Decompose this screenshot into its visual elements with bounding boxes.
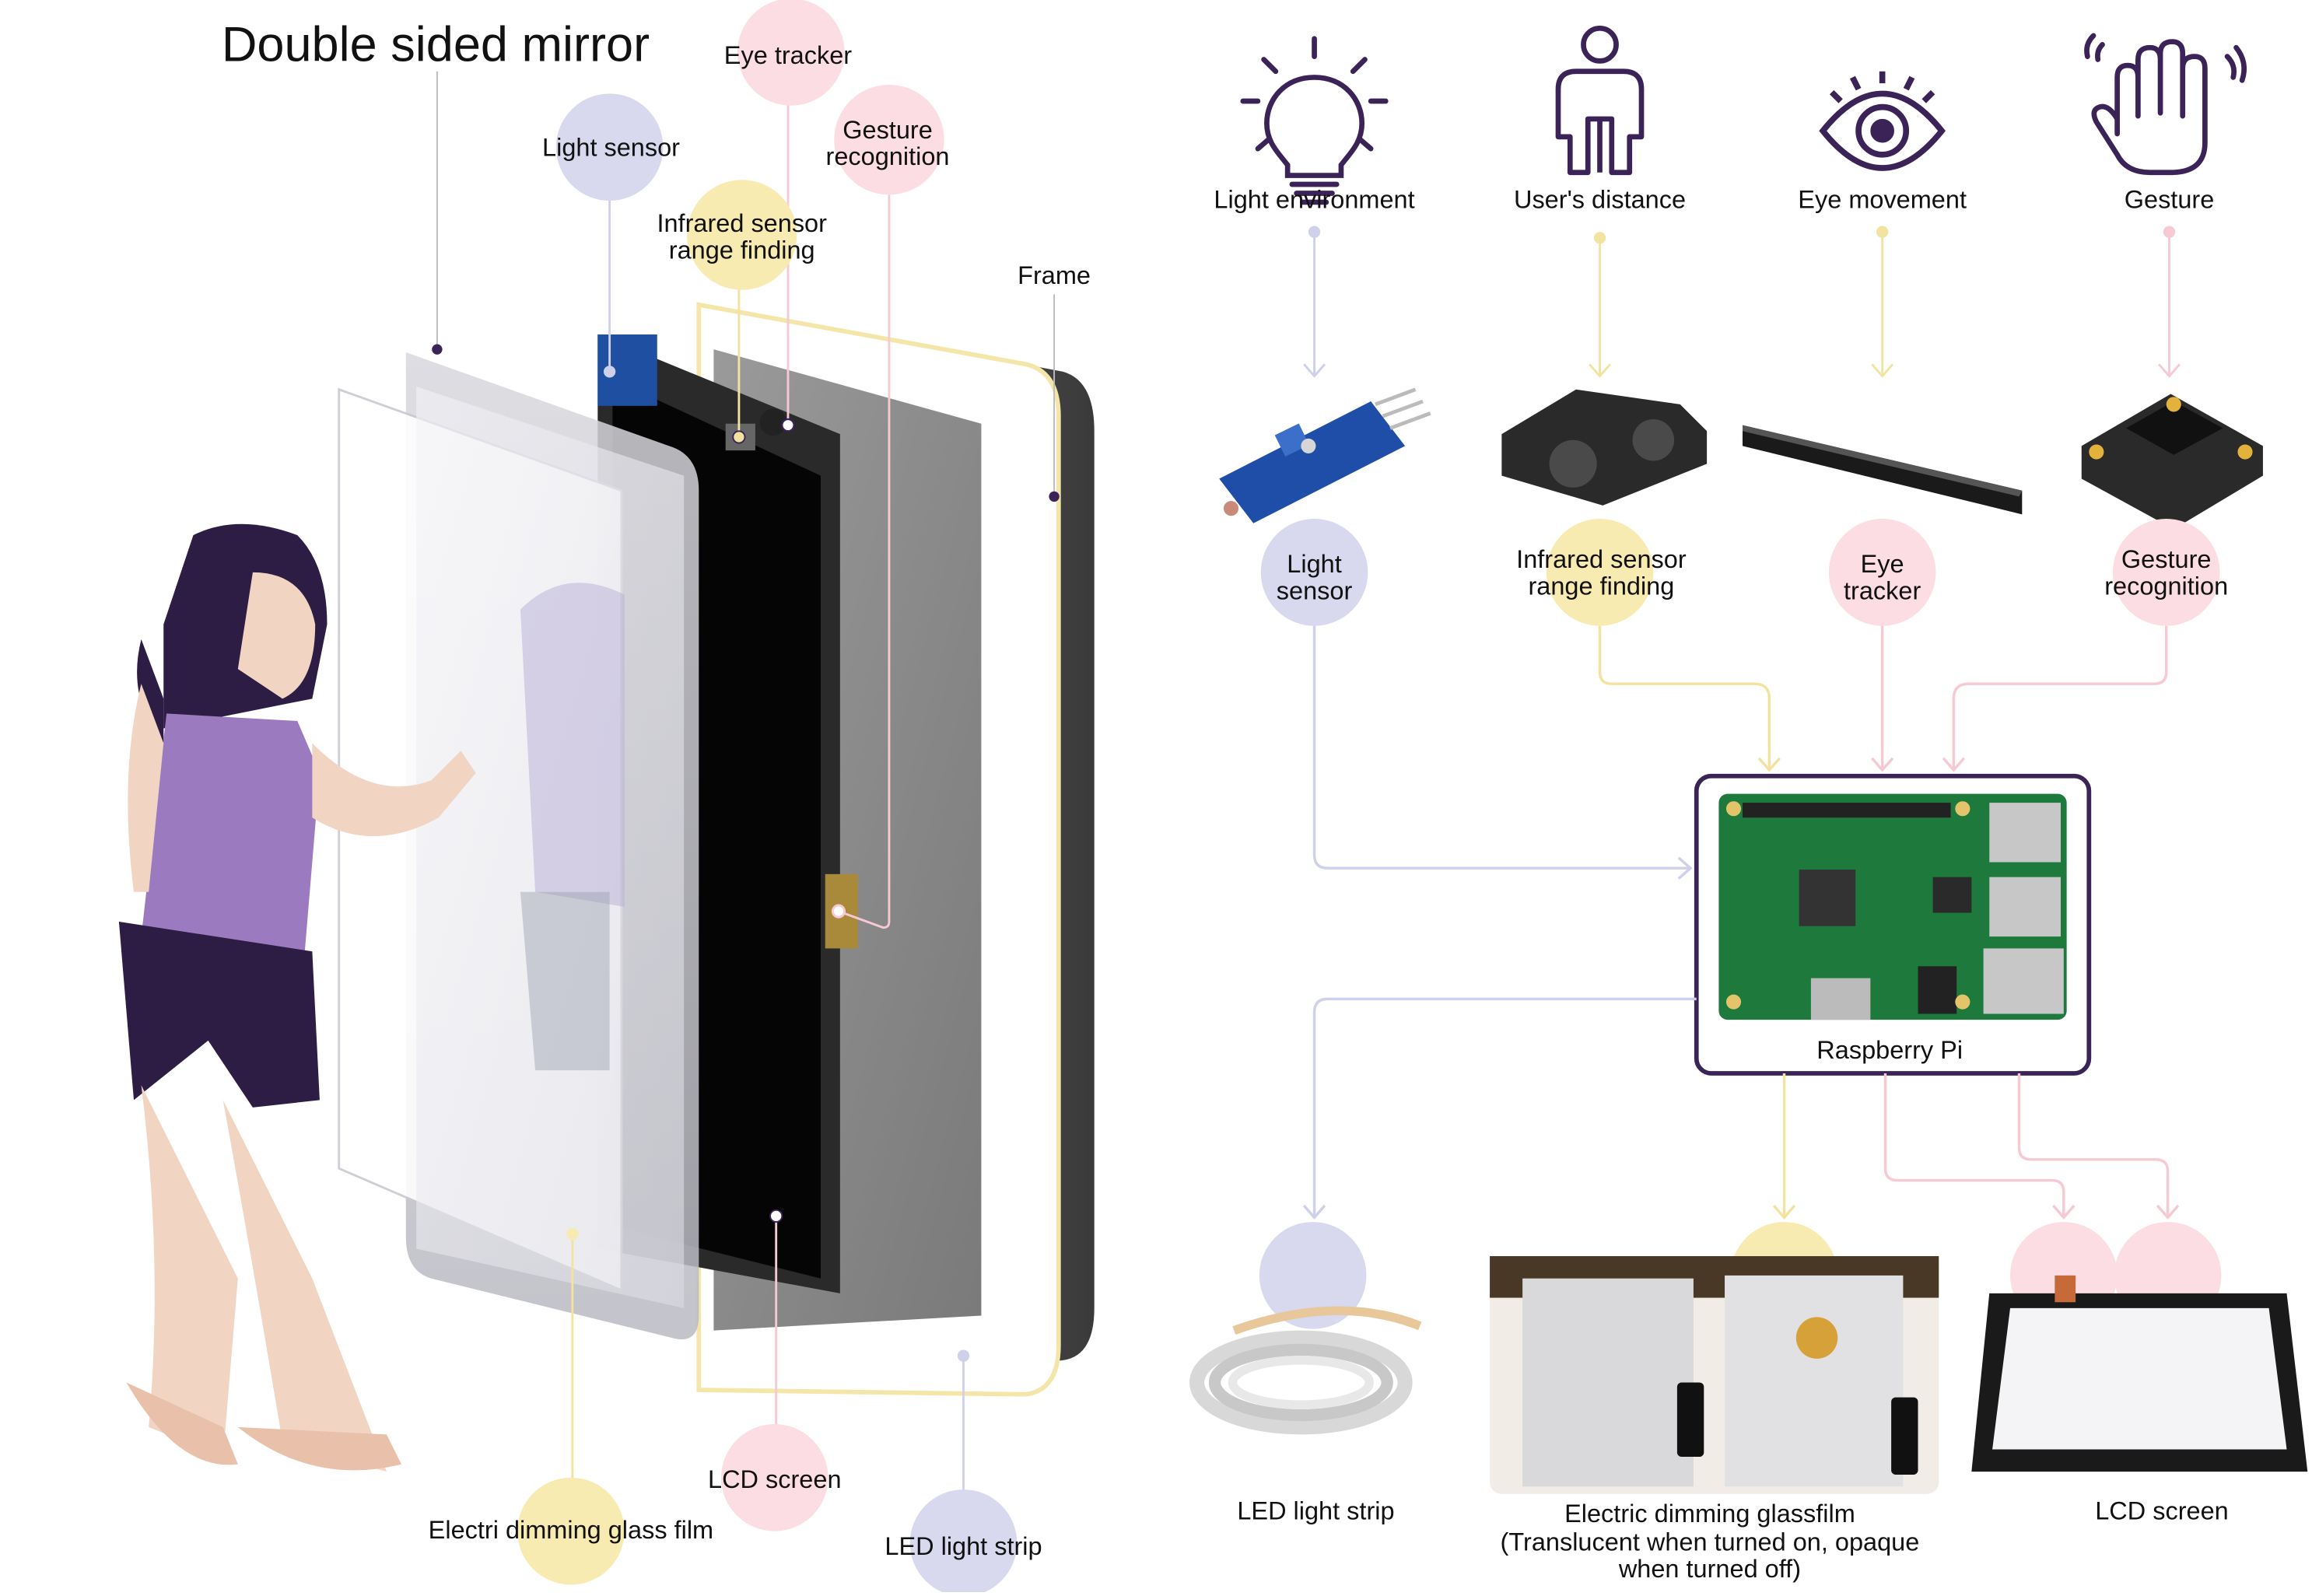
infrared-sensor-module bbox=[1501, 389, 1708, 506]
gesture-blob bbox=[2112, 519, 2220, 626]
label-gesture-line2: recognition bbox=[826, 142, 950, 170]
gesture-marker bbox=[834, 84, 944, 195]
sensor-gesture-line2: recognition bbox=[2104, 572, 2228, 600]
sensor-gesture-line1: Gesture bbox=[2121, 545, 2212, 573]
gesture-sensor-module bbox=[2081, 394, 2263, 530]
input-light-environment: Light environment bbox=[1214, 186, 1414, 214]
label-infrared-line2: range finding bbox=[669, 236, 815, 264]
label-double-sided-mirror: Double sided mirror bbox=[222, 17, 650, 72]
infrared-blob bbox=[1546, 519, 1654, 626]
lcd-screen-marker bbox=[720, 1424, 828, 1531]
input-gesture: Gesture bbox=[2125, 186, 2215, 214]
label-dimming-film: Electri dimming glass film bbox=[429, 1516, 713, 1544]
sensor-light-line2: sensor bbox=[1277, 576, 1353, 604]
waving-hand-icon bbox=[2084, 33, 2247, 176]
light-sensor-marker bbox=[555, 93, 664, 201]
output-led-strip: LED light strip bbox=[1237, 1496, 1394, 1524]
label-light-sensor: Light sensor bbox=[542, 134, 680, 162]
led-output-blob bbox=[1259, 1222, 1367, 1329]
label-lcd-screen: LCD screen bbox=[708, 1465, 842, 1493]
sensor-eye-line2: tracker bbox=[1844, 576, 1921, 604]
sensor-infrared-line1: Infrared sensor bbox=[1516, 545, 1687, 573]
light-sensor-blob bbox=[1260, 519, 1368, 626]
sensor-eye-line1: Eye bbox=[1861, 550, 1904, 578]
sensor-infrared-line2: range finding bbox=[1528, 572, 1674, 600]
lightbulb-icon bbox=[1240, 36, 1389, 205]
light-sensor-module bbox=[1219, 387, 1431, 523]
label-frame: Frame bbox=[1018, 261, 1091, 289]
controller-label: Raspberry Pi bbox=[1816, 1036, 1963, 1064]
label-gesture-line1: Gesture bbox=[842, 116, 933, 144]
output-dimming-line1: Electric dimming glassfilm bbox=[1564, 1500, 1855, 1528]
lcd-screen-photo bbox=[1971, 1275, 2308, 1472]
input-eye-movement: Eye movement bbox=[1798, 186, 1967, 214]
eye-tracker-bar bbox=[1742, 425, 2023, 515]
label-infrared-line1: Infrared sensor bbox=[657, 209, 827, 237]
woman-figure bbox=[118, 523, 476, 1472]
dimming-film-marker bbox=[517, 1477, 625, 1585]
dimming-glass-photo bbox=[1490, 1256, 1939, 1494]
dimming-glass-layer bbox=[338, 352, 699, 1340]
eye-tracker-marker bbox=[737, 0, 845, 106]
infrared-marker bbox=[686, 180, 797, 290]
raspberry-pi-box bbox=[1694, 773, 2092, 1076]
output-dimming-line2: (Translucent when turned on, opaque bbox=[1501, 1528, 1920, 1556]
input-arrows bbox=[1303, 226, 2181, 378]
output-dimming-line3: when turned off) bbox=[1618, 1555, 1801, 1583]
sensor-to-pi-lines bbox=[1312, 625, 2168, 880]
led-strip-roll bbox=[1189, 1306, 1422, 1435]
left-leader-lines bbox=[432, 71, 1060, 1494]
led-strip-marker bbox=[909, 1489, 1018, 1596]
person-icon bbox=[1555, 25, 1645, 176]
input-users-distance: User's distance bbox=[1514, 186, 1686, 214]
pi-to-output-lines bbox=[1302, 997, 2180, 1220]
sensor-light-line1: Light bbox=[1287, 550, 1341, 578]
output-lcd-screen: LCD screen bbox=[2095, 1496, 2229, 1524]
label-eye-tracker: Eye tracker bbox=[724, 41, 852, 69]
eye-tracker-blob bbox=[1828, 519, 1936, 626]
label-led-strip: LED light strip bbox=[885, 1532, 1042, 1560]
eye-icon bbox=[1819, 71, 1946, 171]
